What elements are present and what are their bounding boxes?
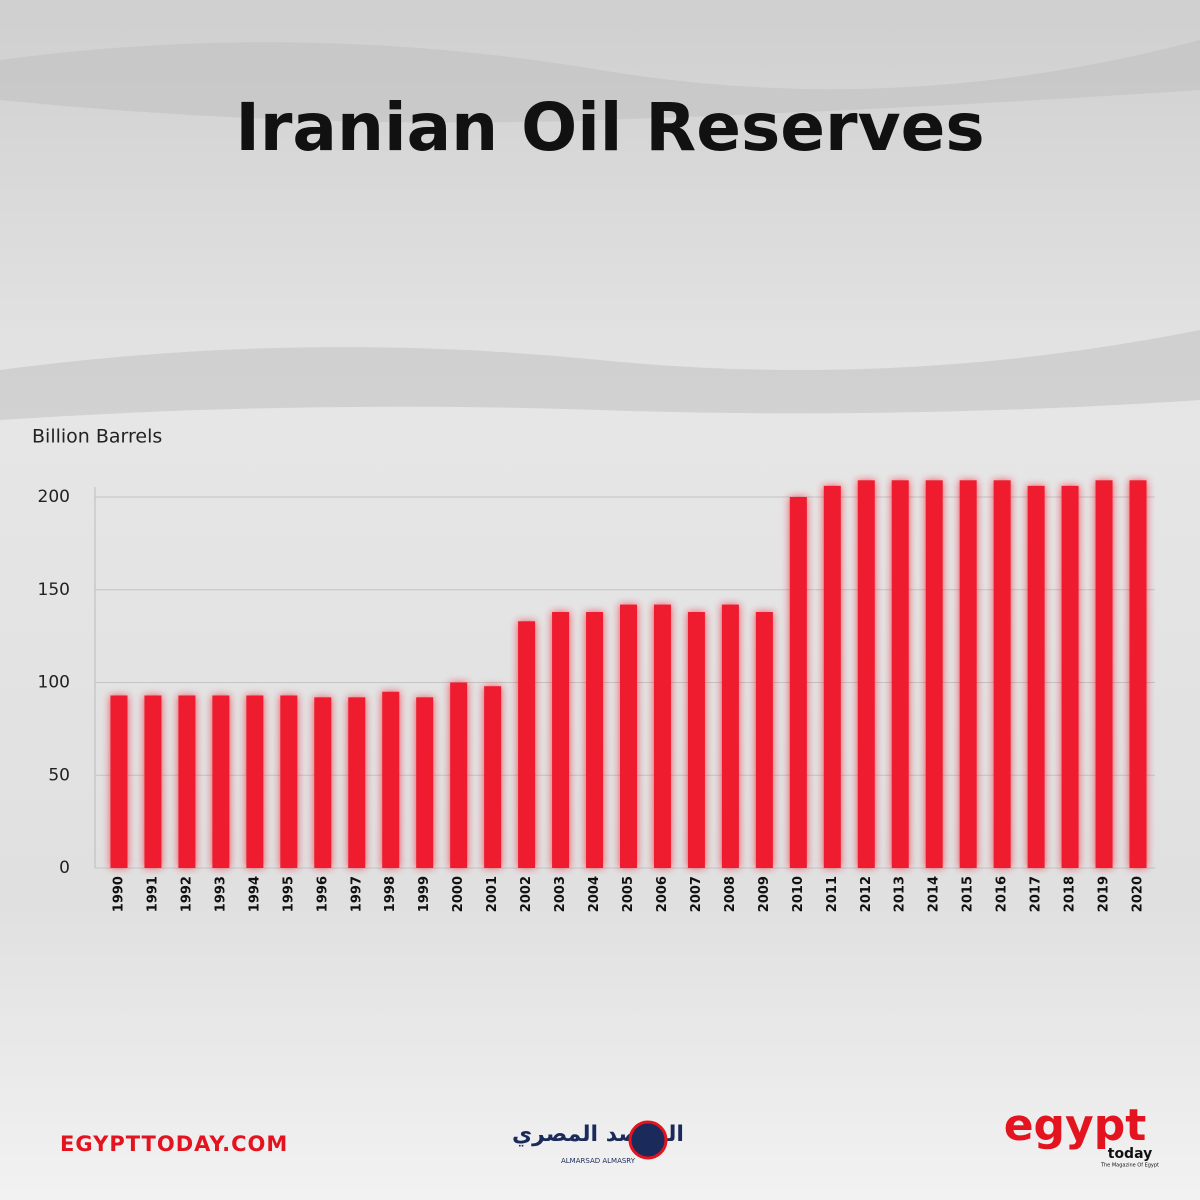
bar [314,697,332,868]
bar [586,612,604,868]
x-tick-label: 2009 [757,876,772,912]
bar [110,695,128,868]
x-tick-label: 2019 [1097,876,1112,912]
logo-main: egypt [1004,1100,1147,1151]
bar [755,612,773,868]
y-tick-label: 100 [38,673,70,693]
bar [1095,480,1113,868]
bar [925,480,943,868]
bar [484,686,502,868]
y-axis-label: Billion Barrels [32,426,162,448]
x-tick-label: 2004 [587,876,602,912]
bar [212,695,230,868]
x-tick-label: 2005 [621,876,636,912]
x-tick-label: 2001 [485,876,500,912]
partner-latin: ALMARSAD ALMASRY [561,1157,636,1165]
bar [1129,480,1147,868]
x-tick-label: 1991 [145,876,160,912]
x-tick-label: 1992 [179,876,194,912]
bar [382,691,400,868]
bar [280,695,298,868]
bar [721,604,739,868]
bar [450,682,468,868]
x-tick-label: 2002 [519,876,534,912]
x-tick-label: 1996 [315,876,330,912]
x-tick-label: 2016 [995,876,1010,912]
y-tick-label: 150 [38,580,70,600]
bar [1027,485,1045,868]
logo-sub: today [1108,1146,1152,1162]
x-tick-label: 2008 [723,876,738,912]
website: EGYPTTODAY.COM [60,1132,288,1156]
x-tick-label: 2015 [961,876,976,912]
bar [178,695,196,868]
x-tick-label: 2003 [553,876,568,912]
x-tick-label: 2013 [893,876,908,912]
y-tick-label: 200 [38,487,70,507]
bar [1061,485,1079,868]
bar [891,480,909,868]
chart-title: Iranian Oil Reserves [235,89,984,166]
bar [348,697,366,868]
x-tick-label: 1995 [281,876,296,912]
x-tick-label: 1990 [111,876,126,912]
x-tick-label: 2006 [655,876,670,912]
flag-band [0,40,1200,123]
bar [620,604,637,868]
x-tick-label: 2000 [451,876,466,912]
logo-tagline: The Magazine Of Egypt [1100,1163,1159,1169]
bar [246,695,264,868]
x-tick-label: 1994 [247,876,262,912]
bar [789,497,807,868]
x-tick-label: 2010 [791,876,806,912]
x-tick-label: 1993 [213,876,228,912]
x-tick-label: 2007 [689,876,704,912]
x-tick-label: 2011 [825,876,840,912]
bar [552,612,570,868]
plot-area: 0 50 100 150 200 1990 1991 1992 1993 1994 1995 1996… [38,480,1155,912]
x-tick-label: 2017 [1029,876,1044,912]
y-tick-label: 50 [48,765,70,785]
bar [518,621,536,868]
bar [959,480,977,868]
x-tick-label: 1999 [417,876,432,912]
bar [687,612,705,868]
partner-emblem [628,1120,668,1160]
bar [857,480,875,868]
x-tick-label: 2014 [927,876,942,912]
flag-band [0,330,1200,420]
x-tick-label: 1997 [349,876,364,912]
bar [144,695,162,868]
x-tick-label: 1998 [383,876,398,912]
bar [993,480,1011,868]
x-tick-label: 2012 [859,876,874,912]
bar [823,485,841,868]
x-tick-label: 2018 [1063,876,1078,912]
y-tick-label: 0 [59,858,70,878]
bar [416,697,434,868]
x-tick-label: 2020 [1131,876,1146,912]
bar [653,604,671,868]
